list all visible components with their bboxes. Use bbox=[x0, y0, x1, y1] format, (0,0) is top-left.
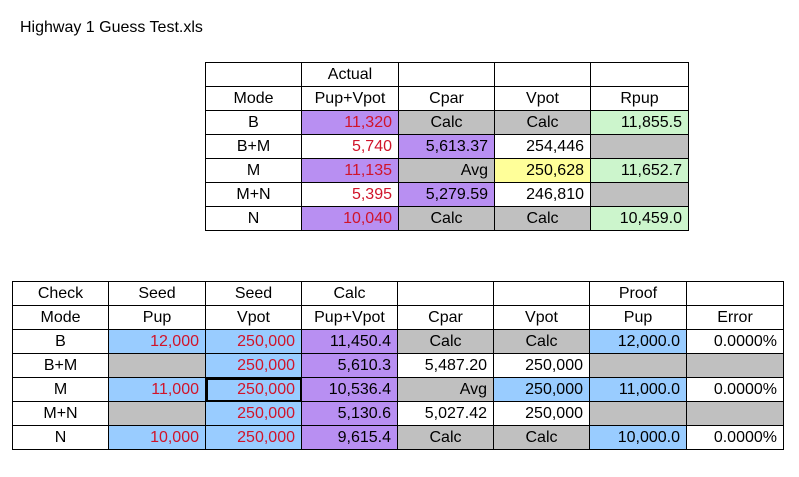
seed-pup-cell[interactable]: 10,000 bbox=[108, 425, 206, 450]
proof-pup-cell[interactable]: 12,000.0 bbox=[589, 329, 687, 354]
error-cell[interactable]: 0.0000% bbox=[686, 329, 784, 354]
table-row: N 10,040 Calc Calc 10,459.0 bbox=[205, 206, 689, 231]
table-row: B 11,320 Calc Calc 11,855.5 bbox=[205, 110, 689, 135]
mode-cell: M bbox=[205, 158, 302, 183]
proof-pup-cell[interactable]: 11,000.0 bbox=[589, 377, 687, 402]
error-cell[interactable] bbox=[686, 353, 784, 378]
error-cell[interactable]: 0.0000% bbox=[686, 377, 784, 402]
pup-vpot-cell[interactable]: 5,395 bbox=[301, 182, 399, 207]
header-vpot: Vpot bbox=[493, 305, 590, 330]
table-row: M+N 250,000 5,130.6 5,027.42 250,000 bbox=[12, 401, 784, 426]
seed-vpot-cell[interactable]: 250,000 bbox=[205, 377, 302, 402]
actual-label: Actual bbox=[301, 62, 399, 87]
vpot-cell[interactable]: Calc bbox=[494, 110, 591, 135]
error-cell[interactable]: 0.0000% bbox=[686, 425, 784, 450]
vpot-cell[interactable]: Calc bbox=[493, 329, 590, 354]
pup-vpot-cell[interactable]: 10,040 bbox=[301, 206, 399, 231]
pup-vpot-cell[interactable]: 5,740 bbox=[301, 134, 399, 159]
mode-cell: M+N bbox=[205, 182, 302, 207]
vpot-cell[interactable]: 250,628 bbox=[494, 158, 591, 183]
header-cpar: Cpar bbox=[398, 86, 495, 111]
header-seed-vpot: Vpot bbox=[205, 305, 302, 330]
seed-vpot-cell[interactable]: 250,000 bbox=[205, 401, 302, 426]
vpot-cell[interactable]: 250,000 bbox=[493, 401, 590, 426]
vpot-cell[interactable]: 254,446 bbox=[494, 134, 591, 159]
seed-vpot-cell[interactable]: 250,000 bbox=[205, 329, 302, 354]
table-row: M 11,135 Avg 250,628 11,652.7 bbox=[205, 158, 689, 183]
seed-pup-cell[interactable] bbox=[108, 401, 206, 426]
vpot-cell[interactable]: 250,000 bbox=[493, 353, 590, 378]
cpar-cell[interactable]: Avg bbox=[397, 377, 494, 402]
pup-vpot-cell[interactable]: 11,320 bbox=[301, 110, 399, 135]
vpot-cell[interactable]: Calc bbox=[494, 206, 591, 231]
header-pup-vpot: Pup+Vpot bbox=[301, 305, 398, 330]
top-label-proof: Proof bbox=[589, 281, 687, 306]
cpar-cell[interactable]: 5,279.59 bbox=[398, 182, 495, 207]
cpar-cell[interactable]: Calc bbox=[398, 206, 495, 231]
header-proof-pup: Pup bbox=[589, 305, 687, 330]
header-mode: Mode bbox=[12, 305, 109, 330]
seed-pup-cell[interactable]: 11,000 bbox=[108, 377, 206, 402]
header-pup: Pup bbox=[108, 305, 206, 330]
calc-pup-vpot-cell[interactable]: 5,610.3 bbox=[301, 353, 398, 378]
cpar-cell[interactable]: Avg bbox=[398, 158, 495, 183]
mode-cell: M+N bbox=[12, 401, 109, 426]
mode-cell: N bbox=[12, 425, 109, 450]
seed-vpot-cell[interactable]: 250,000 bbox=[205, 353, 302, 378]
rpup-cell[interactable] bbox=[590, 182, 689, 207]
vpot-cell[interactable]: Calc bbox=[493, 425, 590, 450]
seed-pup-cell[interactable] bbox=[108, 353, 206, 378]
top-label-check: Check bbox=[12, 281, 109, 306]
table-row: B+M 250,000 5,610.3 5,487.20 250,000 bbox=[12, 353, 784, 378]
cpar-cell[interactable]: Calc bbox=[397, 329, 494, 354]
header-pup-vpot: Pup+Vpot bbox=[301, 86, 399, 111]
header-rpup: Rpup bbox=[590, 86, 689, 111]
top-label-seed-vpot: Seed bbox=[205, 281, 302, 306]
table-row: B+M 5,740 5,613.37 254,446 bbox=[205, 134, 689, 159]
mode-cell: N bbox=[205, 206, 302, 231]
mode-cell: B bbox=[205, 110, 302, 135]
top-label-seed-pup: Seed bbox=[108, 281, 206, 306]
header-mode: Mode bbox=[205, 86, 302, 111]
error-cell[interactable] bbox=[686, 401, 784, 426]
vpot-cell[interactable]: 250,000 bbox=[493, 377, 590, 402]
rpup-cell[interactable]: 11,652.7 bbox=[590, 158, 689, 183]
header-vpot: Vpot bbox=[494, 86, 591, 111]
cpar-cell[interactable]: 5,613.37 bbox=[398, 134, 495, 159]
seed-vpot-cell[interactable]: 250,000 bbox=[205, 425, 302, 450]
mode-cell: B+M bbox=[12, 353, 109, 378]
mode-cell: B+M bbox=[205, 134, 302, 159]
check-table: Check Seed Seed Calc Proof Mode Pup Vpot… bbox=[12, 281, 784, 450]
header-error: Error bbox=[686, 305, 784, 330]
table-row: N 10,000 250,000 9,615.4 Calc Calc 10,00… bbox=[12, 425, 784, 450]
top-label-calc: Calc bbox=[301, 281, 398, 306]
document-title: Highway 1 Guess Test.xls bbox=[20, 19, 203, 36]
vpot-cell[interactable]: 246,810 bbox=[494, 182, 591, 207]
calc-pup-vpot-cell[interactable]: 11,450.4 bbox=[301, 329, 398, 354]
pup-vpot-cell[interactable]: 11,135 bbox=[301, 158, 399, 183]
actual-table: Actual Mode Pup+Vpot Cpar Vpot Rpup B 11… bbox=[205, 62, 689, 231]
cpar-cell[interactable]: 5,027.42 bbox=[397, 401, 494, 426]
header-cpar: Cpar bbox=[397, 305, 494, 330]
calc-pup-vpot-cell[interactable]: 10,536.4 bbox=[301, 377, 398, 402]
rpup-cell[interactable]: 11,855.5 bbox=[590, 110, 689, 135]
rpup-cell[interactable] bbox=[590, 134, 689, 159]
table-row: B 12,000 250,000 11,450.4 Calc Calc 12,0… bbox=[12, 329, 784, 354]
mode-cell: B bbox=[12, 329, 109, 354]
rpup-cell[interactable]: 10,459.0 bbox=[590, 206, 689, 231]
mode-cell: M bbox=[12, 377, 109, 402]
cpar-cell[interactable]: 5,487.20 bbox=[397, 353, 494, 378]
proof-pup-cell[interactable] bbox=[589, 401, 687, 426]
proof-pup-cell[interactable]: 10,000.0 bbox=[589, 425, 687, 450]
cpar-cell[interactable]: Calc bbox=[398, 110, 495, 135]
cpar-cell[interactable]: Calc bbox=[397, 425, 494, 450]
calc-pup-vpot-cell[interactable]: 5,130.6 bbox=[301, 401, 398, 426]
proof-pup-cell[interactable] bbox=[589, 353, 687, 378]
table-row: M 11,000 250,000 10,536.4 Avg 250,000 11… bbox=[12, 377, 784, 402]
calc-pup-vpot-cell[interactable]: 9,615.4 bbox=[301, 425, 398, 450]
seed-pup-cell[interactable]: 12,000 bbox=[108, 329, 206, 354]
table-row: M+N 5,395 5,279.59 246,810 bbox=[205, 182, 689, 207]
